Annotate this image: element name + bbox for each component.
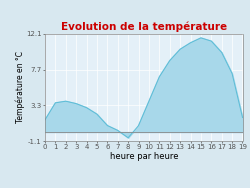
X-axis label: heure par heure: heure par heure xyxy=(110,152,178,161)
Title: Evolution de la température: Evolution de la température xyxy=(61,21,227,32)
Y-axis label: Température en °C: Température en °C xyxy=(15,52,24,123)
